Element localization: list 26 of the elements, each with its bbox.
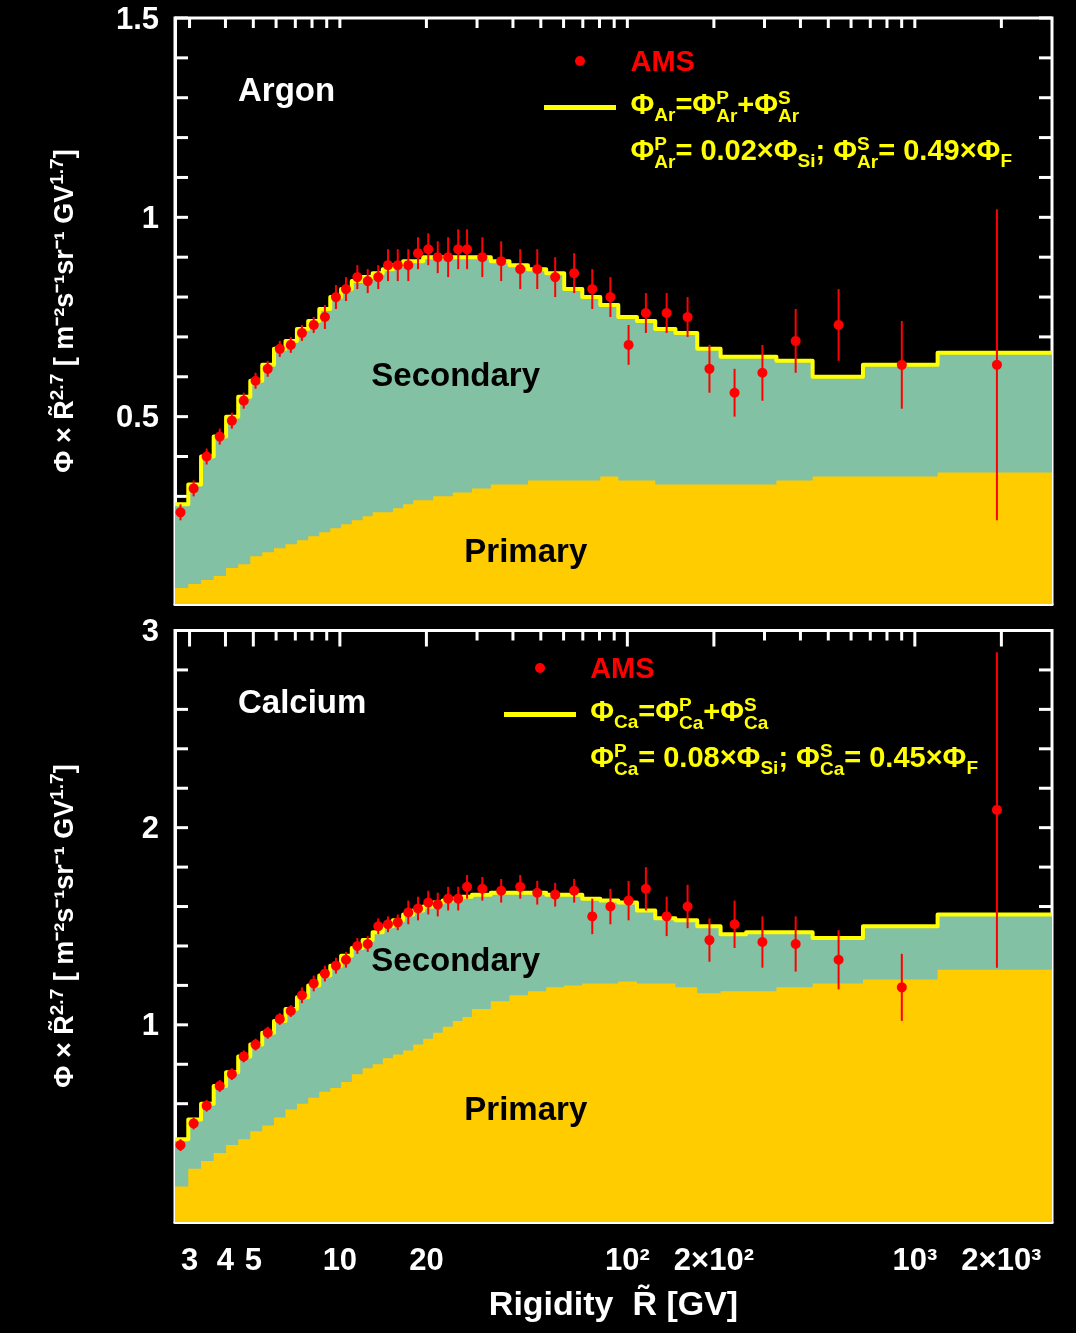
x-tick-label: 10 (322, 1242, 358, 1277)
legend-label: AMS (590, 650, 655, 686)
series-label: Secondary (371, 356, 541, 394)
x-tick-label: 2×10³ (961, 1242, 1042, 1277)
y-tick-label: 1 (141, 199, 159, 235)
x-axis-title: Rigidity R̃ [GV] (488, 1284, 739, 1322)
x-tick-label: 10³ (892, 1242, 938, 1277)
y-tick-label: 3 (141, 613, 159, 648)
series-label: Primary (464, 1090, 588, 1128)
text: Φ$^{P}$$_{Ar}$= 0.02×Φ$_{Si}$; Φ$^{S}$$_{Ar}$= 0.49×Φ$_{F}$ (630, 132, 1012, 172)
x-tick-label: 4 (216, 1242, 235, 1277)
y-tick-label: 0.5 (115, 399, 159, 435)
x-tick-label: 2×10² (673, 1242, 754, 1277)
y-tick-label: 1.5 (115, 0, 159, 36)
x-tick-label: 3 (180, 1242, 199, 1277)
text: Argon (238, 71, 336, 108)
x-tick-label: 10² (604, 1242, 650, 1277)
text: Φ$^{P}$$_{Ca}$= 0.08×Φ$_{Si}$; Φ$^{S}$$_{Ca}$= 0.45×Φ$_{F}$ (590, 739, 978, 779)
x-tick-label: 5 (244, 1242, 262, 1277)
series-label: Primary (464, 531, 588, 569)
x-tick-label: 20 (409, 1242, 444, 1277)
text: Calcium (238, 683, 367, 720)
y-tick-label: 2 (141, 810, 159, 846)
legend-label: AMS (630, 43, 695, 79)
series-label: Secondary (371, 941, 541, 979)
y-tick-label: 1 (141, 1007, 159, 1043)
